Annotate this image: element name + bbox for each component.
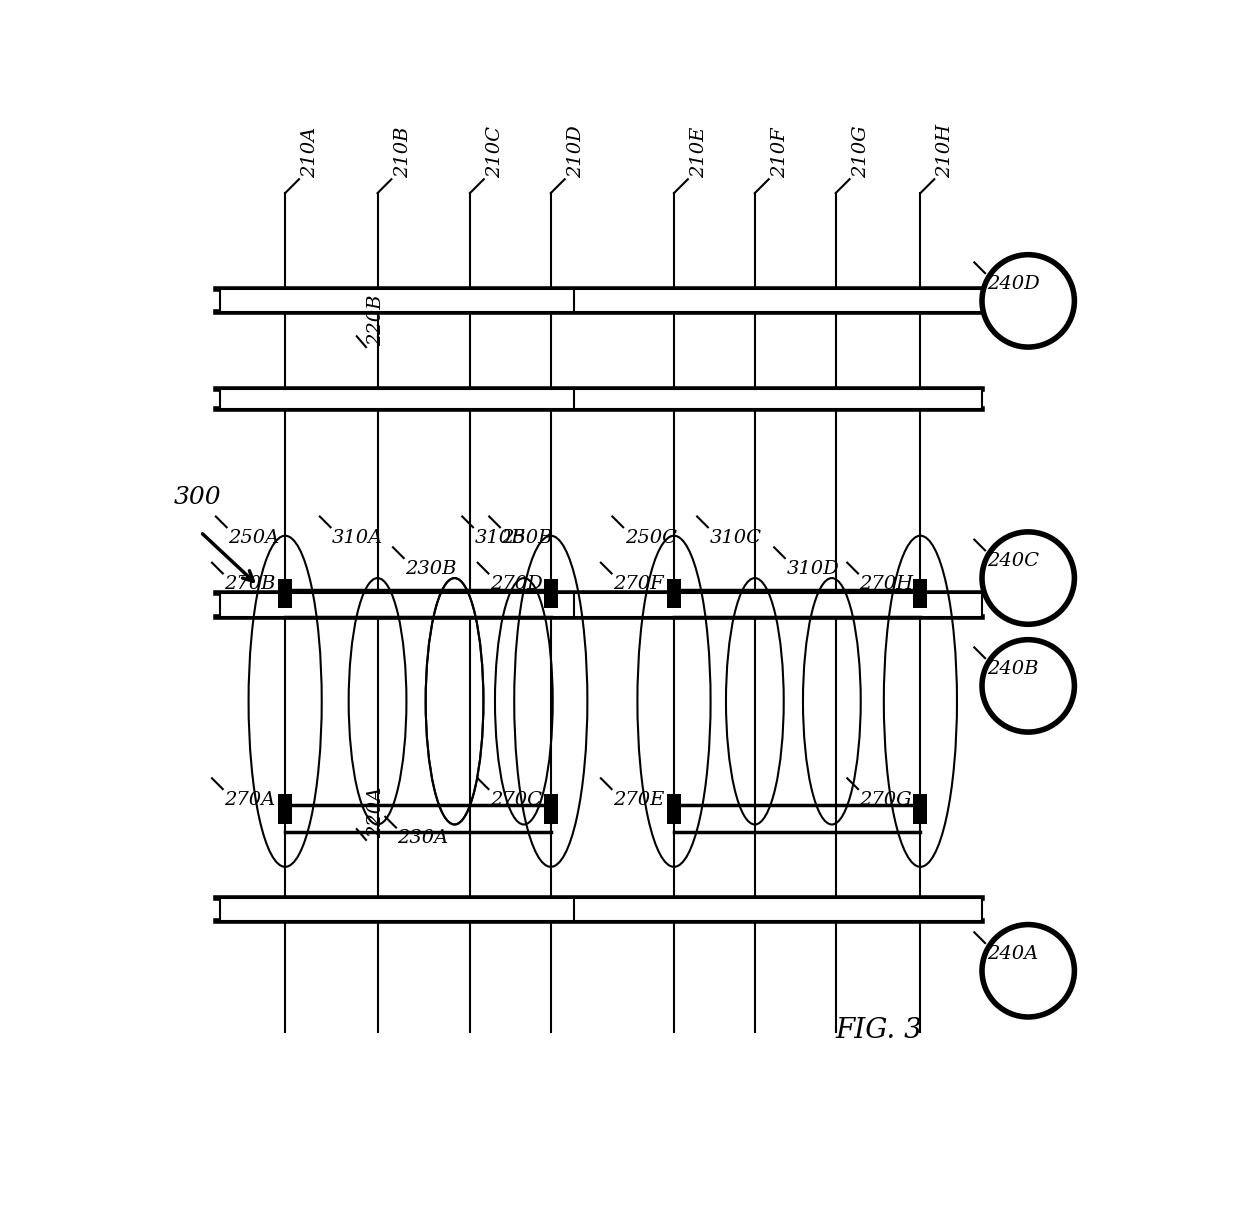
Bar xyxy=(544,579,558,608)
Bar xyxy=(574,594,982,617)
Text: 270F: 270F xyxy=(613,575,663,592)
Text: 270C: 270C xyxy=(490,791,542,809)
Text: 270E: 270E xyxy=(613,791,665,809)
Bar xyxy=(278,579,293,608)
Text: 240C: 240C xyxy=(987,552,1039,570)
Text: 240D: 240D xyxy=(987,274,1039,293)
Text: 210C: 210C xyxy=(486,126,505,177)
Text: 210G: 210G xyxy=(852,125,870,177)
Text: 250C: 250C xyxy=(625,529,677,547)
Text: 270B: 270B xyxy=(224,575,275,592)
Text: 310D: 310D xyxy=(786,559,839,578)
Text: 240A: 240A xyxy=(987,945,1038,962)
Text: 270G: 270G xyxy=(859,791,913,809)
Bar xyxy=(219,897,578,920)
Bar xyxy=(219,389,578,409)
Text: 310C: 310C xyxy=(709,529,761,547)
Text: 240B: 240B xyxy=(987,660,1038,678)
Text: 210E: 210E xyxy=(691,126,708,177)
Bar xyxy=(574,897,982,920)
Bar xyxy=(544,794,558,824)
Text: 210H: 210H xyxy=(936,124,955,177)
Bar xyxy=(574,389,982,409)
Text: 250B: 250B xyxy=(501,529,553,547)
Text: FIG. 3: FIG. 3 xyxy=(836,1017,923,1044)
Text: 270H: 270H xyxy=(859,575,914,592)
Bar xyxy=(914,794,928,824)
Text: 210D: 210D xyxy=(567,125,585,177)
Bar xyxy=(914,579,928,608)
Bar xyxy=(219,289,578,312)
Text: 270D: 270D xyxy=(490,575,543,592)
Text: 230B: 230B xyxy=(405,559,456,578)
Bar xyxy=(667,579,681,608)
Text: 220A: 220A xyxy=(367,787,386,838)
Text: 210B: 210B xyxy=(394,126,412,177)
Bar xyxy=(219,594,578,617)
Bar xyxy=(278,794,293,824)
Text: 210F: 210F xyxy=(771,127,789,177)
Text: 310A: 310A xyxy=(332,529,383,547)
Text: 300: 300 xyxy=(174,486,221,509)
Text: 230A: 230A xyxy=(398,829,449,847)
Bar xyxy=(574,289,982,312)
Text: 210A: 210A xyxy=(301,126,320,177)
Text: 310B: 310B xyxy=(475,529,526,547)
Text: 250A: 250A xyxy=(228,529,279,547)
Text: 220B: 220B xyxy=(367,294,386,345)
Text: 270A: 270A xyxy=(224,791,275,809)
Bar xyxy=(667,794,681,824)
